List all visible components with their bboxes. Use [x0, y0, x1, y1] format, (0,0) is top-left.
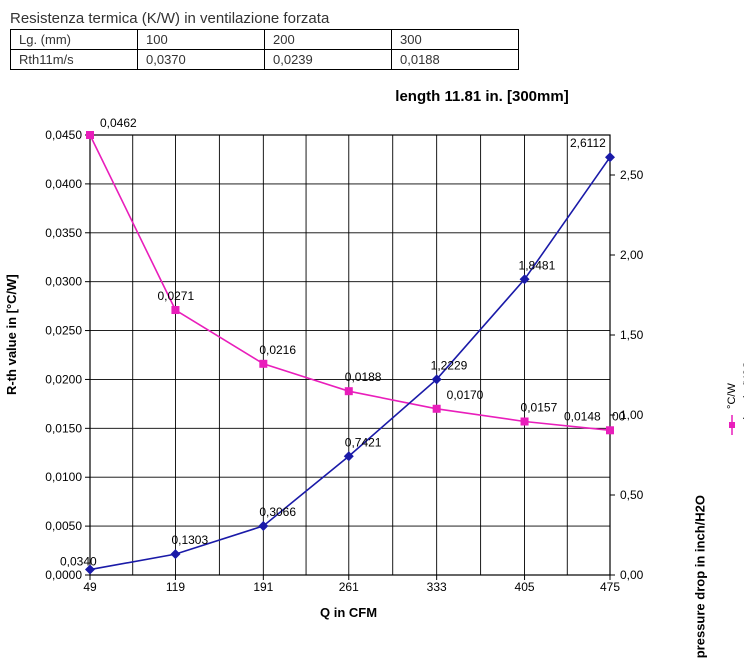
- svg-text:0,1303: 0,1303: [171, 533, 208, 547]
- chart-title: length 11.81 in. [300mm]: [230, 88, 734, 105]
- svg-text:405: 405: [515, 580, 535, 594]
- cell: 100: [138, 30, 265, 50]
- chart-container: 491191912613334054750,00000,00500,01000,…: [10, 115, 730, 635]
- svg-text:191: 191: [253, 580, 273, 594]
- cell: Lg. (mm): [11, 30, 138, 50]
- svg-text:2,50: 2,50: [620, 168, 644, 182]
- svg-text:1,50: 1,50: [620, 328, 644, 342]
- svg-text:0,0170: 0,0170: [447, 388, 484, 402]
- svg-text:475: 475: [600, 580, 620, 594]
- svg-text:00: 00: [612, 409, 626, 423]
- svg-text:0,0000: 0,0000: [45, 568, 82, 582]
- svg-text:1,8481: 1,8481: [519, 258, 556, 272]
- table-row: Rth11m/s 0,0370 0,0239 0,0188: [11, 50, 519, 70]
- svg-text:0,7421: 0,7421: [345, 435, 382, 449]
- cell: 200: [265, 30, 392, 50]
- svg-text:2,00: 2,00: [620, 248, 644, 262]
- svg-text:0,0148: 0,0148: [564, 409, 601, 423]
- cell: 0,0239: [265, 50, 392, 70]
- svg-text:0,0050: 0,0050: [45, 519, 82, 533]
- cell: Rth11m/s: [11, 50, 138, 70]
- svg-text:0,0462: 0,0462: [100, 116, 137, 130]
- svg-text:0,3066: 0,3066: [259, 505, 296, 519]
- svg-text:0,0150: 0,0150: [45, 421, 82, 435]
- svg-text:0,50: 0,50: [620, 488, 644, 502]
- cell: 0,0370: [138, 50, 265, 70]
- legend-item-rth: °C/W: [726, 383, 738, 435]
- svg-text:0,0100: 0,0100: [45, 470, 82, 484]
- svg-text:0,0157: 0,0157: [521, 400, 558, 414]
- chart-svg: 491191912613334054750,00000,00500,01000,…: [10, 115, 730, 635]
- svg-text:2,6112: 2,6112: [570, 136, 606, 150]
- svg-text:0,0200: 0,0200: [45, 372, 82, 386]
- svg-text:0,0300: 0,0300: [45, 275, 82, 289]
- y-left-axis-label: R-th value in [°C/W]: [4, 274, 19, 395]
- svg-text:0,0271: 0,0271: [157, 289, 194, 303]
- cell: 300: [392, 30, 519, 50]
- svg-text:49: 49: [83, 580, 97, 594]
- svg-text:1,2229: 1,2229: [431, 358, 468, 372]
- svg-text:0,0400: 0,0400: [45, 177, 82, 191]
- page-title: Resistenza termica (K/W) in ventilazione…: [10, 10, 734, 27]
- svg-text:0,0188: 0,0188: [345, 370, 382, 384]
- svg-text:0,0340: 0,0340: [60, 555, 97, 569]
- legend-label: °C/W: [726, 383, 738, 409]
- svg-text:0,0250: 0,0250: [45, 324, 82, 338]
- x-axis-label: Q in CFM: [320, 605, 377, 620]
- svg-text:0,0350: 0,0350: [45, 226, 82, 240]
- cell: 0,0188: [392, 50, 519, 70]
- square-marker-icon: [727, 415, 737, 435]
- svg-text:0,0216: 0,0216: [259, 343, 296, 357]
- svg-text:261: 261: [339, 580, 359, 594]
- svg-text:0,0450: 0,0450: [45, 128, 82, 142]
- y-right-axis-label: pressure drop in inch/H2O: [692, 495, 707, 658]
- svg-text:119: 119: [166, 580, 185, 594]
- table-row: Lg. (mm) 100 200 300: [11, 30, 519, 50]
- svg-text:0,00: 0,00: [620, 568, 644, 582]
- data-table: Lg. (mm) 100 200 300 Rth11m/s 0,0370 0,0…: [10, 29, 519, 70]
- svg-text:333: 333: [427, 580, 447, 594]
